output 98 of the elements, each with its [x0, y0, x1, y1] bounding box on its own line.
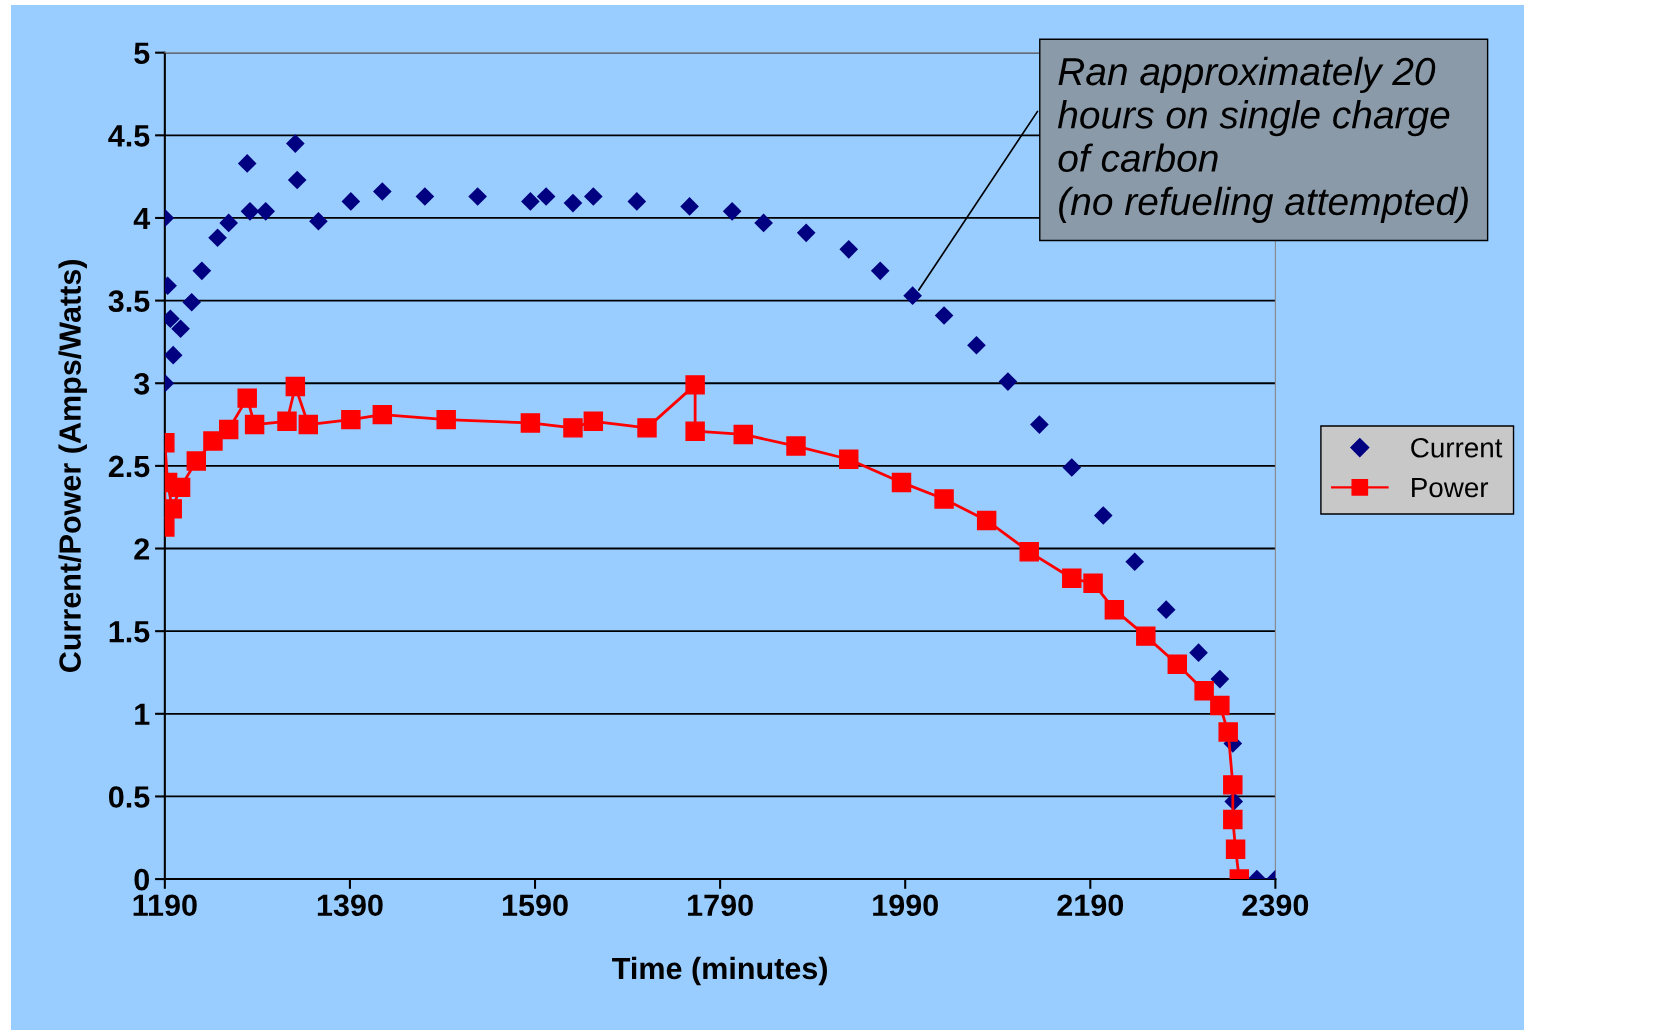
point: [796, 223, 816, 243]
point: [1125, 552, 1145, 572]
x-tick-label: 2390: [1242, 894, 1309, 917]
y-tick-label: 5: [134, 42, 150, 65]
point: [415, 187, 435, 206]
y-tick-label: 1.5: [109, 621, 150, 643]
point: [218, 419, 239, 440]
point: [870, 261, 890, 281]
point: [1210, 669, 1230, 689]
point: [468, 187, 487, 206]
point: [1083, 573, 1103, 593]
y-tick-label: 3: [133, 372, 150, 395]
point: [341, 192, 361, 211]
point: [563, 418, 583, 438]
point: [934, 306, 954, 325]
point: [903, 286, 922, 305]
x-tick-label: 2190: [1057, 894, 1124, 917]
point: [1093, 506, 1113, 525]
point: [1030, 415, 1049, 434]
annotation: Ran approximately 20 hours on single charge of carbon (no refueling attempted): [1057, 56, 1468, 223]
y-tick-label: 1: [135, 703, 150, 725]
x-tick-label: 1590: [502, 894, 568, 917]
point: [722, 202, 742, 221]
point: [563, 193, 583, 213]
point: [998, 372, 1018, 391]
point: [309, 211, 328, 231]
point: [171, 319, 190, 339]
point: [182, 292, 201, 312]
x-tick-label: 1190: [133, 894, 197, 917]
point: [521, 192, 540, 211]
point: [219, 213, 239, 233]
point: [754, 213, 773, 233]
point: [1136, 626, 1156, 646]
point: [583, 411, 604, 431]
point: [637, 418, 657, 438]
point: [208, 228, 227, 248]
point: [1104, 599, 1125, 620]
y-tick-label: 4: [133, 208, 151, 230]
point: [256, 202, 276, 221]
point: [685, 421, 705, 441]
point: [192, 261, 212, 281]
point: [436, 409, 456, 430]
point: [891, 472, 912, 493]
x-tick-label: 1390: [317, 894, 383, 917]
point: [520, 413, 541, 433]
point: [277, 411, 297, 431]
y-tick-label: 0.5: [108, 786, 150, 808]
point: [967, 335, 986, 355]
point: [170, 477, 191, 498]
point: [1223, 809, 1243, 830]
point: [839, 449, 859, 469]
point: [372, 404, 393, 425]
point: [1210, 695, 1230, 716]
x-tick-label: 1990: [873, 894, 938, 917]
x-axis-title: Time (minutes): [612, 956, 827, 986]
point: [164, 499, 182, 519]
point: [733, 424, 753, 445]
y-tick-label: 4.5: [108, 125, 150, 147]
point: [1218, 722, 1238, 742]
point: [237, 154, 257, 173]
point: [685, 375, 705, 395]
y-tick-label: 2.5: [108, 455, 150, 478]
point: [976, 510, 997, 531]
point: [1225, 839, 1246, 860]
point: [285, 376, 306, 397]
point: [287, 170, 307, 190]
point: [1062, 568, 1082, 588]
y-tick-label: 3.5: [108, 290, 150, 313]
point: [786, 436, 806, 456]
point: [1019, 542, 1039, 562]
point: [1194, 680, 1214, 701]
point: [1223, 775, 1243, 795]
point: [373, 182, 392, 201]
point: [627, 192, 647, 211]
point: [240, 202, 260, 221]
point: [237, 388, 257, 408]
point: [298, 414, 319, 435]
point: [164, 345, 183, 365]
y-tick-label: 2: [134, 538, 150, 560]
point: [244, 414, 265, 435]
point: [203, 431, 223, 451]
point: [839, 240, 859, 259]
point: [1156, 600, 1176, 619]
point: [286, 134, 305, 153]
legend-label: Current: [1411, 437, 1503, 458]
point: [186, 451, 207, 471]
point: [341, 409, 361, 430]
point: [1062, 458, 1082, 477]
legend-label: Power: [1412, 477, 1489, 498]
point: [584, 187, 603, 206]
point: [536, 187, 556, 206]
point: [680, 197, 699, 216]
y-axis-title: Current/Power (Amps/Watts): [58, 260, 87, 673]
point: [1189, 643, 1208, 662]
x-tick-label: 1790: [688, 894, 753, 917]
point: [1167, 654, 1188, 674]
point: [934, 489, 954, 509]
y-tick-label: 0: [134, 868, 149, 891]
